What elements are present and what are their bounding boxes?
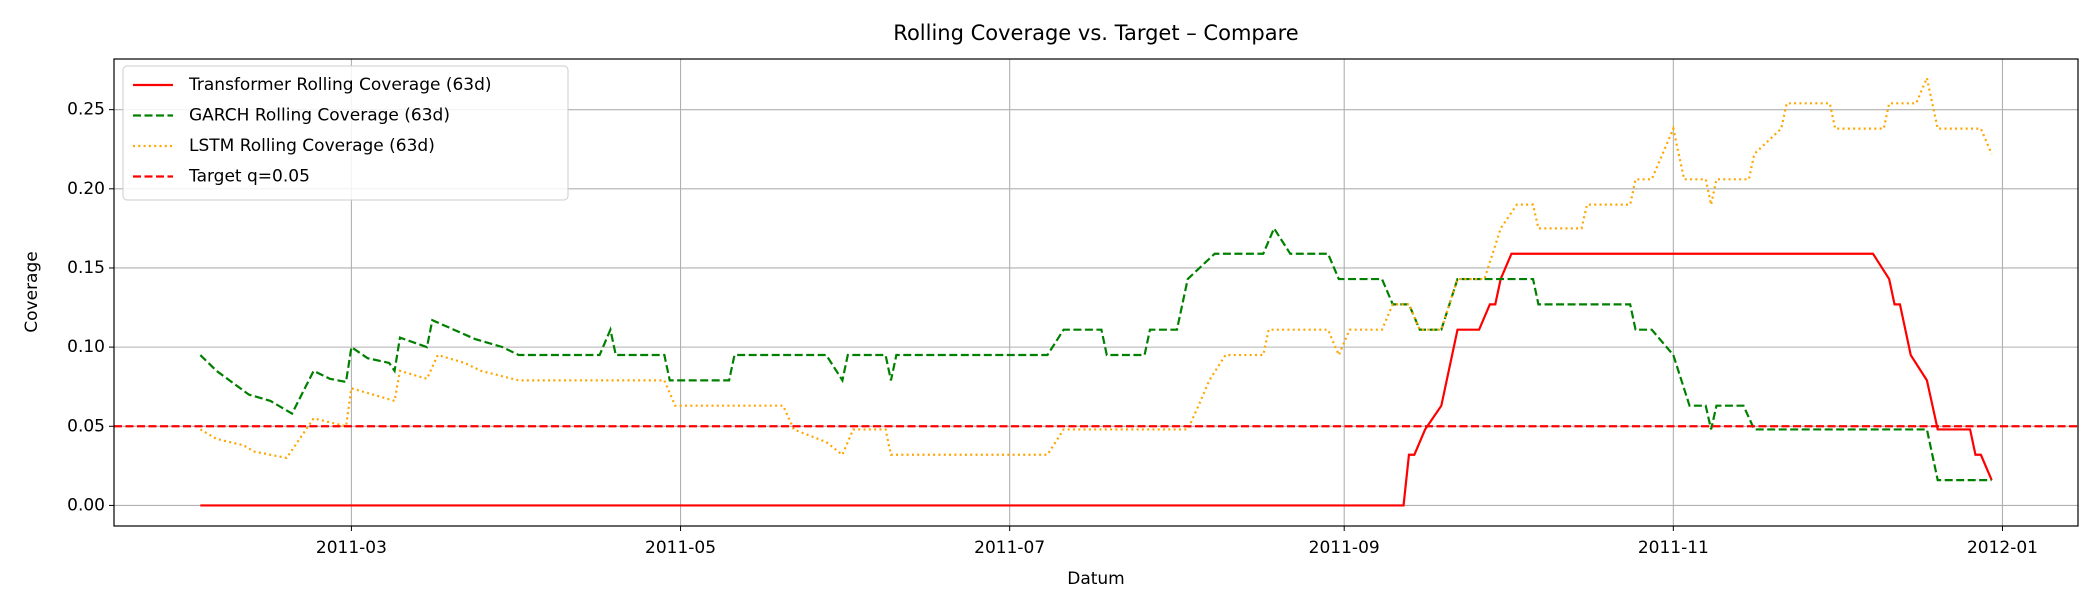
x-tick-label: 2011-05 xyxy=(645,538,716,558)
legend-label: Transformer Rolling Coverage (63d) xyxy=(188,75,492,95)
series-line xyxy=(199,226,1992,482)
x-tick-label: 2012-01 xyxy=(1967,538,2038,558)
axes-frame xyxy=(113,58,2079,527)
legend-label: Target q=0.05 xyxy=(188,167,310,187)
x-axis-label: Datum xyxy=(1067,569,1125,589)
y-axis-label: Coverage xyxy=(22,251,42,332)
y-tick-label: 0.15 xyxy=(67,258,105,278)
legend-label: LSTM Rolling Coverage (63d) xyxy=(189,136,435,156)
series-line xyxy=(199,74,1993,460)
x-tick-label: 2011-09 xyxy=(1309,538,1380,558)
legend-label: GARCH Rolling Coverage (63d) xyxy=(189,106,450,126)
x-tick-label: 2011-07 xyxy=(974,538,1045,558)
y-tick-label: 0.25 xyxy=(67,100,105,120)
series-line xyxy=(200,252,1993,507)
y-tick-label: 0.05 xyxy=(67,416,105,436)
y-tick-label: 0.10 xyxy=(67,337,105,357)
x-tick-label: 2011-03 xyxy=(316,538,387,558)
legend-box xyxy=(122,65,569,201)
y-tick-label: 0.00 xyxy=(67,495,105,515)
x-tick-label: 2011-11 xyxy=(1638,538,1709,558)
y-tick-label: 0.20 xyxy=(67,179,105,199)
chart-title: Rolling Coverage vs. Target – Compare xyxy=(893,21,1298,45)
